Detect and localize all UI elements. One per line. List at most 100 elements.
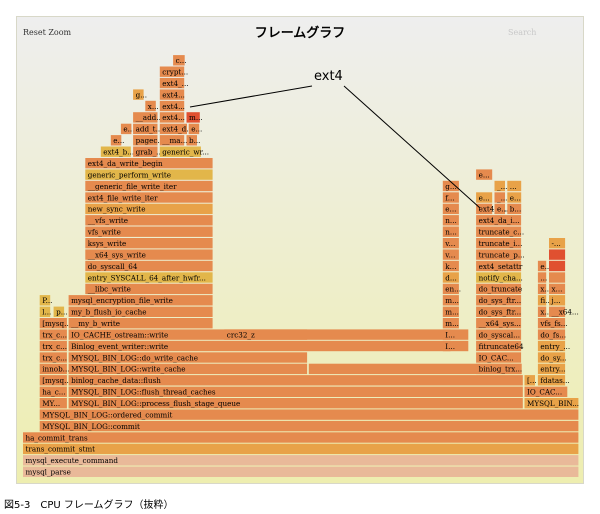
flame-frame[interactable]: generic_wr... [159, 146, 209, 157]
flame-frame-rect[interactable] [494, 203, 506, 215]
flame-frame-rect[interactable] [476, 192, 493, 203]
flame-frame-rect[interactable] [494, 192, 506, 203]
flame-frame[interactable]: k... [442, 260, 459, 272]
flame-frame-rect[interactable] [100, 146, 131, 157]
flame-frame[interactable]: ext4_file_write_iter [85, 192, 213, 203]
flame-frame[interactable]: e... [120, 123, 135, 135]
flame-frame-rect[interactable] [507, 192, 522, 203]
flame-frame-rect[interactable] [476, 306, 522, 317]
flame-frame-rect[interactable] [549, 260, 566, 272]
flame-frame-rect[interactable] [145, 100, 156, 112]
flame-frame-rect[interactable] [133, 146, 158, 157]
flame-frame-rect[interactable] [85, 272, 213, 283]
flame-frame-rect[interactable] [186, 135, 198, 146]
flame-frame[interactable]: m... [442, 306, 459, 317]
flame-frame[interactable]: MYSQL_BIN... [524, 398, 580, 409]
flame-frame-rect[interactable] [39, 398, 67, 409]
flame-frame-rect[interactable] [85, 158, 213, 169]
flame-frame-rect[interactable] [442, 318, 459, 329]
flame-frame[interactable]: __vfs_write [85, 215, 213, 226]
flame-frame[interactable]: n... [442, 226, 459, 237]
flame-frame-rect[interactable] [39, 340, 67, 352]
flame-frame-rect[interactable] [442, 340, 451, 352]
flame-frame[interactable]: m... [442, 295, 459, 306]
flame-frame[interactable]: g... [133, 89, 147, 100]
flame-frame[interactable]: MYSQL_BIN_LOG::process_flush_stage_queue [68, 398, 523, 409]
flame-frame[interactable]: b... [507, 203, 521, 215]
flame-frame-rect[interactable] [85, 203, 213, 215]
flame-frame-rect[interactable] [442, 283, 459, 295]
flame-frame[interactable]: ksys_write [85, 238, 213, 249]
flame-frame[interactable]: l... [39, 306, 52, 317]
flame-frame-rect[interactable] [549, 272, 566, 283]
flame-frame-rect[interactable] [537, 375, 566, 386]
flame-frame-rect[interactable] [173, 55, 185, 66]
flame-frame-rect[interactable] [442, 272, 459, 283]
flame-frame[interactable]: crypt... [159, 66, 188, 77]
flame-frame-rect[interactable] [476, 203, 493, 215]
flame-frame-rect[interactable] [133, 112, 158, 123]
flame-frame[interactable]: IO_CAC... [524, 386, 568, 397]
flame-frame-rect[interactable] [442, 215, 459, 226]
flame-frame-rect[interactable] [85, 226, 213, 237]
flame-frame-rect[interactable] [159, 100, 185, 112]
flame-frame[interactable]: generic_perform_write [85, 169, 213, 180]
flame-frame[interactable]: _... [494, 192, 508, 203]
flame-frame-rect[interactable] [476, 249, 522, 260]
flame-frame[interactable]: b... [186, 135, 201, 146]
flame-frame-rect[interactable] [85, 192, 213, 203]
flame-frame-rect[interactable] [507, 180, 522, 192]
flame-frame-rect[interactable] [68, 340, 469, 352]
flame-frame[interactable]: do_syscall_64 [85, 260, 213, 272]
flame-frame-rect[interactable] [68, 306, 213, 317]
flame-frame-rect[interactable] [476, 226, 522, 237]
flame-frame-rect[interactable] [476, 295, 522, 306]
flame-frame[interactable]: trx_c... [39, 329, 67, 340]
flame-frame-rect[interactable] [186, 112, 200, 123]
flame-frame[interactable]: v... [442, 238, 459, 249]
flame-frame-rect[interactable] [537, 329, 566, 340]
flame-frame-rect[interactable] [68, 363, 308, 375]
flame-frame-rect[interactable] [537, 260, 547, 272]
flame-frame[interactable]: new_sync_write [85, 203, 213, 215]
flame-frame-rect[interactable] [224, 329, 308, 340]
flame-frame[interactable]: ha_commit_trans [23, 432, 579, 443]
flame-frame-rect[interactable] [537, 272, 547, 283]
flame-frame[interactable]: e... [188, 123, 203, 135]
flame-frame-rect[interactable] [133, 89, 144, 100]
flame-frame-rect[interactable] [39, 306, 51, 317]
flame-frame[interactable]: ... [537, 272, 547, 283]
flame-frame[interactable]: trx_c... [39, 340, 67, 352]
flame-frame[interactable]: __add... [133, 112, 163, 123]
flame-frame-rect[interactable] [537, 363, 566, 375]
flame-frame[interactable]: entry_... [537, 340, 570, 352]
flame-frame-rect[interactable] [68, 375, 523, 386]
flame-frame-rect[interactable] [442, 249, 459, 260]
flame-frame-rect[interactable] [537, 283, 547, 295]
flame-frame[interactable]: __my_b_write [68, 318, 213, 329]
flame-frame-rect[interactable] [85, 169, 213, 180]
flame-frame-rect[interactable] [442, 180, 459, 192]
flame-frame-rect[interactable] [133, 135, 158, 146]
flame-frame[interactable]: __x64... [549, 306, 579, 317]
flame-frame[interactable]: _... [494, 180, 508, 192]
flame-frame-rect[interactable] [110, 135, 122, 146]
flame-frame[interactable]: MYSQL_BIN_LOG::do_write_cache [68, 352, 308, 363]
flame-frame-rect[interactable] [39, 295, 51, 306]
flame-frame[interactable]: e... [494, 203, 509, 215]
flame-frame[interactable]: __generic_file_write_iter [85, 180, 213, 192]
flame-frame-rect[interactable] [476, 340, 522, 352]
reset-zoom-button[interactable]: Reset Zoom [23, 28, 72, 37]
flame-frame[interactable]: __x64_sys... [476, 318, 522, 329]
flame-frame-rect[interactable] [68, 295, 213, 306]
flame-frame-rect[interactable] [476, 238, 522, 249]
flame-frame[interactable]: add_t... [133, 123, 162, 135]
flame-frame[interactable]: x... [145, 100, 159, 112]
flame-frame[interactable]: -... [549, 238, 566, 249]
flame-frame[interactable]: e... [476, 169, 493, 180]
flame-frame[interactable]: pagec... [133, 135, 164, 146]
flame-frame-rect[interactable] [442, 306, 459, 317]
flame-frame[interactable]: x... [549, 283, 566, 295]
flame-frame[interactable]: c... [173, 55, 186, 66]
flame-frame[interactable]: [mysq... [39, 375, 71, 386]
